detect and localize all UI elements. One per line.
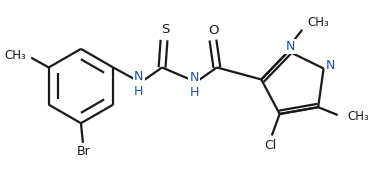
Text: N
H: N H — [134, 70, 143, 98]
Text: CH₃: CH₃ — [347, 111, 369, 124]
Text: Cl: Cl — [264, 139, 276, 152]
Text: N
H: N H — [190, 71, 199, 99]
Text: O: O — [209, 24, 219, 37]
Text: S: S — [161, 23, 169, 36]
Text: CH₃: CH₃ — [307, 16, 329, 29]
Text: N: N — [286, 40, 295, 53]
Text: N: N — [326, 59, 335, 72]
Text: Br: Br — [77, 145, 91, 158]
Text: CH₃: CH₃ — [4, 49, 26, 62]
